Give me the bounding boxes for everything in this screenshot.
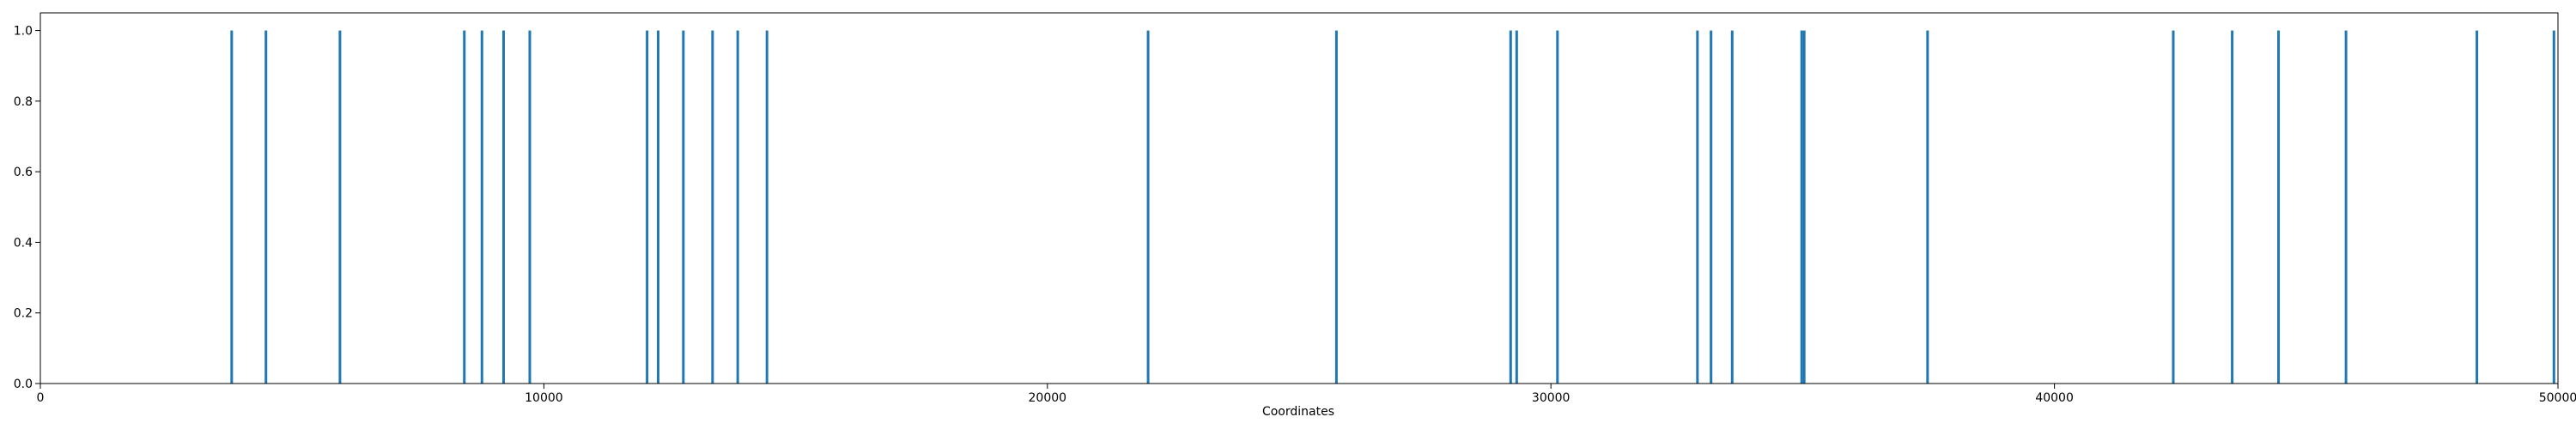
bar bbox=[1334, 30, 1338, 384]
bar bbox=[1802, 30, 1806, 384]
bar bbox=[463, 30, 466, 384]
bar bbox=[501, 30, 505, 384]
x-tick-label: 50000 bbox=[2539, 391, 2576, 405]
bar bbox=[1696, 30, 1699, 384]
y-tick-label: 0.0 bbox=[14, 378, 33, 391]
bar bbox=[2277, 30, 2281, 384]
bar bbox=[1800, 30, 1803, 384]
bar bbox=[1710, 30, 1713, 384]
bar bbox=[2344, 30, 2348, 384]
bar bbox=[2231, 30, 2234, 384]
bar bbox=[230, 30, 234, 384]
x-tick-label: 0 bbox=[37, 391, 45, 405]
x-axis-title: Coordinates bbox=[1262, 405, 1334, 419]
bar bbox=[1509, 30, 1512, 384]
plot-frame bbox=[39, 12, 2559, 384]
bar bbox=[1515, 30, 1518, 384]
axes-layer: 0 10000 20000 30000 40000 50000 0.0 0.2 0.4 0.6 0.… bbox=[14, 12, 2576, 405]
bar bbox=[264, 30, 268, 384]
bar bbox=[1146, 30, 1150, 384]
x-tick-label: 20000 bbox=[1029, 391, 1067, 405]
bars-layer bbox=[230, 30, 2555, 384]
bar bbox=[2476, 30, 2479, 384]
x-tick-label: 40000 bbox=[2035, 391, 2074, 405]
y-tick-label: 0.6 bbox=[14, 166, 33, 179]
bar bbox=[657, 30, 660, 384]
bar bbox=[528, 30, 532, 384]
x-tick-label: 30000 bbox=[1532, 391, 1571, 405]
bar bbox=[646, 30, 649, 384]
x-tick-label: 10000 bbox=[525, 391, 563, 405]
y-tick-label: 0.2 bbox=[14, 307, 33, 321]
bar bbox=[2552, 30, 2555, 384]
y-tick-label: 0.4 bbox=[14, 236, 33, 250]
y-tick-label: 0.8 bbox=[14, 95, 33, 109]
bar bbox=[1556, 30, 1559, 384]
bar bbox=[2172, 30, 2175, 384]
bar bbox=[736, 30, 739, 384]
bar bbox=[1730, 30, 1734, 384]
bar bbox=[765, 30, 769, 384]
y-tick-label: 1.0 bbox=[14, 25, 33, 39]
bar bbox=[480, 30, 483, 384]
bar bbox=[682, 30, 685, 384]
bar bbox=[1926, 30, 1929, 384]
bar bbox=[711, 30, 714, 384]
bar bbox=[338, 30, 342, 384]
